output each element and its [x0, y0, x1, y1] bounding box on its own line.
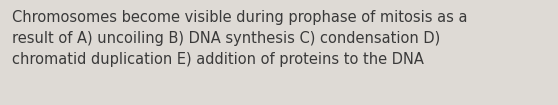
- Text: Chromosomes become visible during prophase of mitosis as a
result of A) uncoilin: Chromosomes become visible during propha…: [12, 10, 468, 67]
